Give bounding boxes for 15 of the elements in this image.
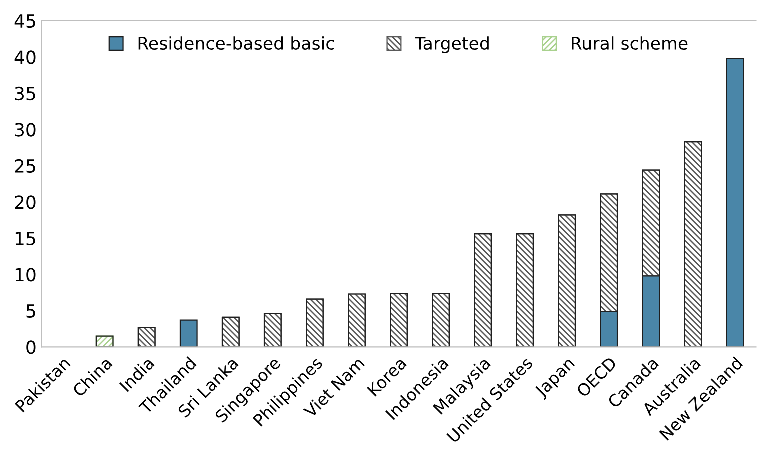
y-tick-label: 35 [15, 86, 36, 101]
y-tick-label: 5 [26, 304, 36, 318]
y-tick-label: 10 [16, 268, 36, 282]
legend-label: Targeted [415, 36, 489, 54]
y-tick-label: 0 [26, 340, 36, 354]
y-tick-label: 15 [16, 232, 36, 246]
legend-label: Residence-based basic [138, 36, 334, 50]
y-tick-label: 45 [14, 14, 36, 28]
y-tick-label: 40 [14, 50, 36, 64]
y-tick-label: 25 [15, 159, 36, 174]
bar [726, 58, 744, 348]
y-tick-label: 30 [15, 123, 36, 137]
legend-label: Rural scheme [572, 36, 688, 50]
y-tick-label: 20 [15, 196, 36, 210]
bar [180, 320, 198, 348]
